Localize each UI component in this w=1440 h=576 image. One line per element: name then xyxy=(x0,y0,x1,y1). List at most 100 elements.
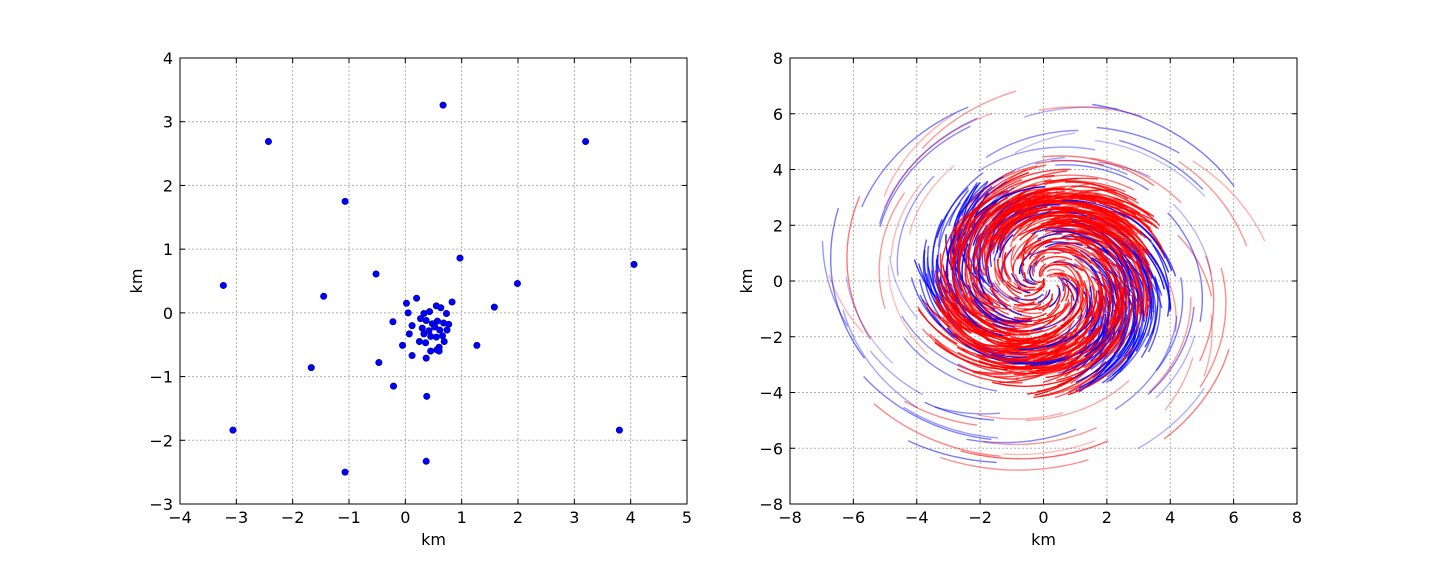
trajectory-arc xyxy=(1114,237,1144,267)
scatter-point xyxy=(408,352,416,360)
y-tick-label: 1 xyxy=(163,240,173,259)
trajectory-arc xyxy=(940,456,1089,471)
trajectory-arc xyxy=(1023,106,1118,118)
trajectory-arc xyxy=(1060,284,1066,303)
trajectory-arc xyxy=(879,117,978,224)
trajectory-arc xyxy=(993,258,1007,287)
trajectory-arc xyxy=(1025,239,1049,259)
trajectory-arc xyxy=(1090,284,1096,317)
scatter-point xyxy=(219,281,227,289)
trajectory-arc xyxy=(958,275,978,315)
trajectory-arc xyxy=(953,274,986,324)
scatter-point xyxy=(402,299,410,307)
trajectory-arc xyxy=(1073,199,1134,232)
scatter-point xyxy=(437,304,445,312)
trajectory-arc xyxy=(1178,160,1248,247)
scatter-point xyxy=(456,254,464,262)
x-tick-label: −6 xyxy=(842,508,866,527)
trajectory-arc xyxy=(965,259,972,289)
trajectory-arc xyxy=(1010,206,1048,224)
trajectory-arc xyxy=(1037,289,1051,304)
trajectory-arc xyxy=(1167,212,1203,322)
trajectory-arc xyxy=(1090,157,1182,204)
y-tick-label: −2 xyxy=(149,431,173,450)
x-tick-label: −4 xyxy=(168,508,192,527)
y-tick-label: −2 xyxy=(759,328,783,347)
scatter-point xyxy=(448,298,456,306)
trajectory-arc xyxy=(964,165,1038,209)
trajectory-arc xyxy=(1126,317,1138,360)
scatter-point xyxy=(490,303,498,311)
trajectory-arc xyxy=(1005,285,1021,299)
trajectory-arc xyxy=(1010,244,1017,272)
trajectory-arc xyxy=(917,308,958,345)
trajectory-arc xyxy=(961,215,978,253)
trajectory-arc xyxy=(1010,272,1027,287)
trajectory-arc xyxy=(936,255,944,297)
y-tick-label: −3 xyxy=(149,495,173,514)
trajectory-arc xyxy=(988,206,1048,237)
trajectory-arc xyxy=(1076,327,1107,371)
trajectory-arc xyxy=(1055,263,1084,272)
trajectory-arc xyxy=(1032,328,1089,360)
trajectory-arc xyxy=(1035,351,1078,372)
scatter-point xyxy=(418,324,426,332)
trajectory-arc xyxy=(879,125,971,228)
trajectory-arc xyxy=(1067,367,1102,394)
trajectory-arc xyxy=(1138,249,1151,308)
trajectory-arc xyxy=(955,288,1003,333)
trajectory-arc xyxy=(910,277,942,327)
trajectory-arc xyxy=(1051,302,1071,322)
trajectory-arc xyxy=(982,329,1030,343)
trajectory-arc xyxy=(1018,335,1068,350)
trajectory-arc xyxy=(983,300,1012,310)
y-tick-label: −8 xyxy=(759,495,783,514)
trajectory-arc xyxy=(1031,261,1036,277)
trajectory-arc xyxy=(1062,251,1099,269)
y-tick-label: 2 xyxy=(773,216,783,235)
trajectory-arc xyxy=(1033,324,1104,361)
trajectory-arc xyxy=(1066,299,1112,358)
trajectory-arc xyxy=(949,206,978,260)
x-tick-label: 1 xyxy=(457,508,467,527)
trajectory-arc xyxy=(986,241,996,267)
trajectory-arc xyxy=(1033,259,1039,273)
left-scatter-points xyxy=(219,101,638,476)
trajectory-arc xyxy=(1049,180,1126,193)
trajectory-arc xyxy=(934,406,1001,415)
trajectory-arc xyxy=(942,264,957,299)
trajectory-arc xyxy=(923,249,942,312)
scatter-point xyxy=(630,260,638,268)
trajectory-arc xyxy=(998,269,1011,288)
trajectory-arc xyxy=(1090,265,1103,287)
trajectory-arc xyxy=(1110,263,1128,299)
trajectory-arc xyxy=(1097,246,1133,291)
trajectory-arc xyxy=(907,440,997,464)
trajectory-arc xyxy=(973,298,999,322)
trajectory-arc xyxy=(889,255,919,319)
trajectory-arc xyxy=(957,176,1004,218)
trajectory-arc xyxy=(1081,304,1093,330)
trajectory-arc xyxy=(869,350,924,396)
trajectory-arc xyxy=(1003,251,1012,283)
trajectory-arc xyxy=(1041,263,1059,277)
trajectory-arc xyxy=(1055,182,1094,195)
trajectory-arc xyxy=(990,188,1064,217)
trajectory-arc xyxy=(1083,286,1092,319)
trajectory-arc xyxy=(1076,270,1084,299)
x-tick-label: −4 xyxy=(905,508,929,527)
trajectory-arc xyxy=(1029,265,1035,282)
trajectory-arc xyxy=(935,274,967,330)
trajectory-arc xyxy=(861,106,969,208)
trajectory-arc xyxy=(977,316,1021,332)
trajectory-arc xyxy=(1035,255,1046,267)
trajectory-arc xyxy=(863,376,992,441)
trajectory-arc xyxy=(1075,289,1107,342)
trajectory-arc xyxy=(1049,275,1070,282)
trajectory-arc xyxy=(1177,234,1213,297)
trajectory-arc xyxy=(951,332,992,352)
trajectory-arc xyxy=(1028,359,1076,373)
trajectory-arc xyxy=(1061,298,1070,313)
trajectory-arc xyxy=(1071,225,1124,257)
